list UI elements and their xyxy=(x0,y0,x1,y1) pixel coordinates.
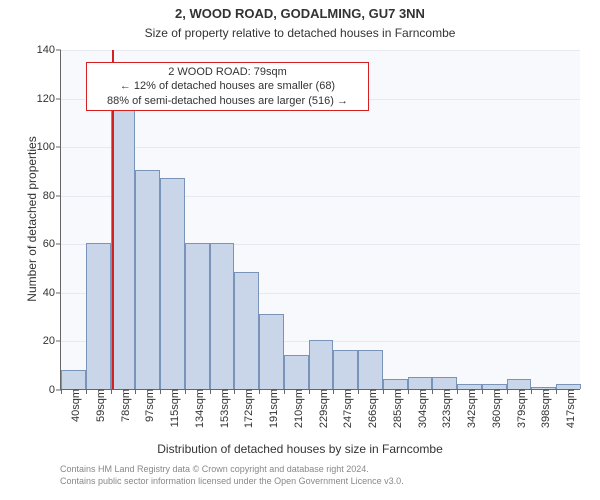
ytick-label: 100 xyxy=(37,141,61,153)
xtick-mark xyxy=(333,389,334,394)
xtick-label: 398sqm xyxy=(534,389,552,428)
bar xyxy=(383,379,408,389)
xtick-label: 323sqm xyxy=(435,389,453,428)
xtick-label: 285sqm xyxy=(386,389,404,428)
bar xyxy=(86,243,111,389)
ytick-label: 80 xyxy=(43,190,61,202)
xtick-mark xyxy=(482,389,483,394)
bar xyxy=(333,350,358,389)
xtick-mark xyxy=(531,389,532,394)
xtick-mark xyxy=(61,389,62,394)
xtick-mark xyxy=(160,389,161,394)
xtick-label: 134sqm xyxy=(188,389,206,428)
ytick-label: 60 xyxy=(43,238,61,250)
ytick-label: 120 xyxy=(37,93,61,105)
attribution-line-2: Contains public sector information licen… xyxy=(60,476,404,488)
xtick-mark xyxy=(383,389,384,394)
bar xyxy=(284,355,309,389)
attribution-line-1: Contains HM Land Registry data © Crown c… xyxy=(60,464,404,476)
chart-subtitle: Size of property relative to detached ho… xyxy=(0,26,600,40)
xtick-label: 304sqm xyxy=(411,389,429,428)
xtick-mark xyxy=(135,389,136,394)
xtick-label: 379sqm xyxy=(510,389,528,428)
bar xyxy=(358,350,383,389)
gridline xyxy=(61,147,580,148)
chart-title: 2, WOOD ROAD, GODALMING, GU7 3NN xyxy=(0,6,600,21)
xtick-label: 78sqm xyxy=(114,389,132,422)
bar xyxy=(259,314,284,389)
xtick-mark xyxy=(284,389,285,394)
bar xyxy=(135,170,160,389)
xtick-mark xyxy=(457,389,458,394)
xtick-label: 191sqm xyxy=(262,389,280,428)
xtick-mark xyxy=(185,389,186,394)
xtick-mark xyxy=(210,389,211,394)
bar xyxy=(160,178,185,389)
xtick-label: 229sqm xyxy=(312,389,330,428)
gridline xyxy=(61,50,580,51)
x-axis-label: Distribution of detached houses by size … xyxy=(0,442,600,456)
xtick-label: 417sqm xyxy=(559,389,577,428)
xtick-label: 360sqm xyxy=(485,389,503,428)
xtick-label: 97sqm xyxy=(138,389,156,422)
xtick-label: 153sqm xyxy=(213,389,231,428)
info-line-1: 2 WOOD ROAD: 79sqm xyxy=(91,65,364,79)
xtick-mark xyxy=(408,389,409,394)
bar xyxy=(185,243,210,389)
xtick-mark xyxy=(309,389,310,394)
xtick-mark xyxy=(432,389,433,394)
xtick-mark xyxy=(507,389,508,394)
xtick-label: 210sqm xyxy=(287,389,305,428)
xtick-mark xyxy=(259,389,260,394)
xtick-mark xyxy=(111,389,112,394)
xtick-mark xyxy=(556,389,557,394)
bar xyxy=(432,377,457,389)
xtick-mark xyxy=(358,389,359,394)
info-line-3: 88% of semi-detached houses are larger (… xyxy=(91,94,364,108)
xtick-label: 342sqm xyxy=(460,389,478,428)
xtick-label: 266sqm xyxy=(361,389,379,428)
ytick-label: 0 xyxy=(49,384,61,396)
info-box: 2 WOOD ROAD: 79sqm ← 12% of detached hou… xyxy=(86,62,369,111)
xtick-mark xyxy=(234,389,235,394)
xtick-label: 59sqm xyxy=(89,389,107,422)
bar xyxy=(507,379,532,389)
bar xyxy=(111,78,136,389)
xtick-label: 247sqm xyxy=(336,389,354,428)
bar xyxy=(408,377,433,389)
bar xyxy=(234,272,259,389)
bar xyxy=(61,370,86,389)
info-line-2: ← 12% of detached houses are smaller (68… xyxy=(91,79,364,93)
ytick-label: 40 xyxy=(43,287,61,299)
xtick-label: 40sqm xyxy=(64,389,82,422)
ytick-label: 20 xyxy=(43,335,61,347)
ytick-label: 140 xyxy=(37,44,61,56)
xtick-label: 115sqm xyxy=(163,389,181,427)
bar xyxy=(309,340,334,389)
xtick-mark xyxy=(86,389,87,394)
bar xyxy=(210,243,235,389)
chart-container: 2, WOOD ROAD, GODALMING, GU7 3NN Size of… xyxy=(0,0,600,500)
attribution: Contains HM Land Registry data © Crown c… xyxy=(60,464,404,487)
xtick-label: 172sqm xyxy=(237,389,255,428)
